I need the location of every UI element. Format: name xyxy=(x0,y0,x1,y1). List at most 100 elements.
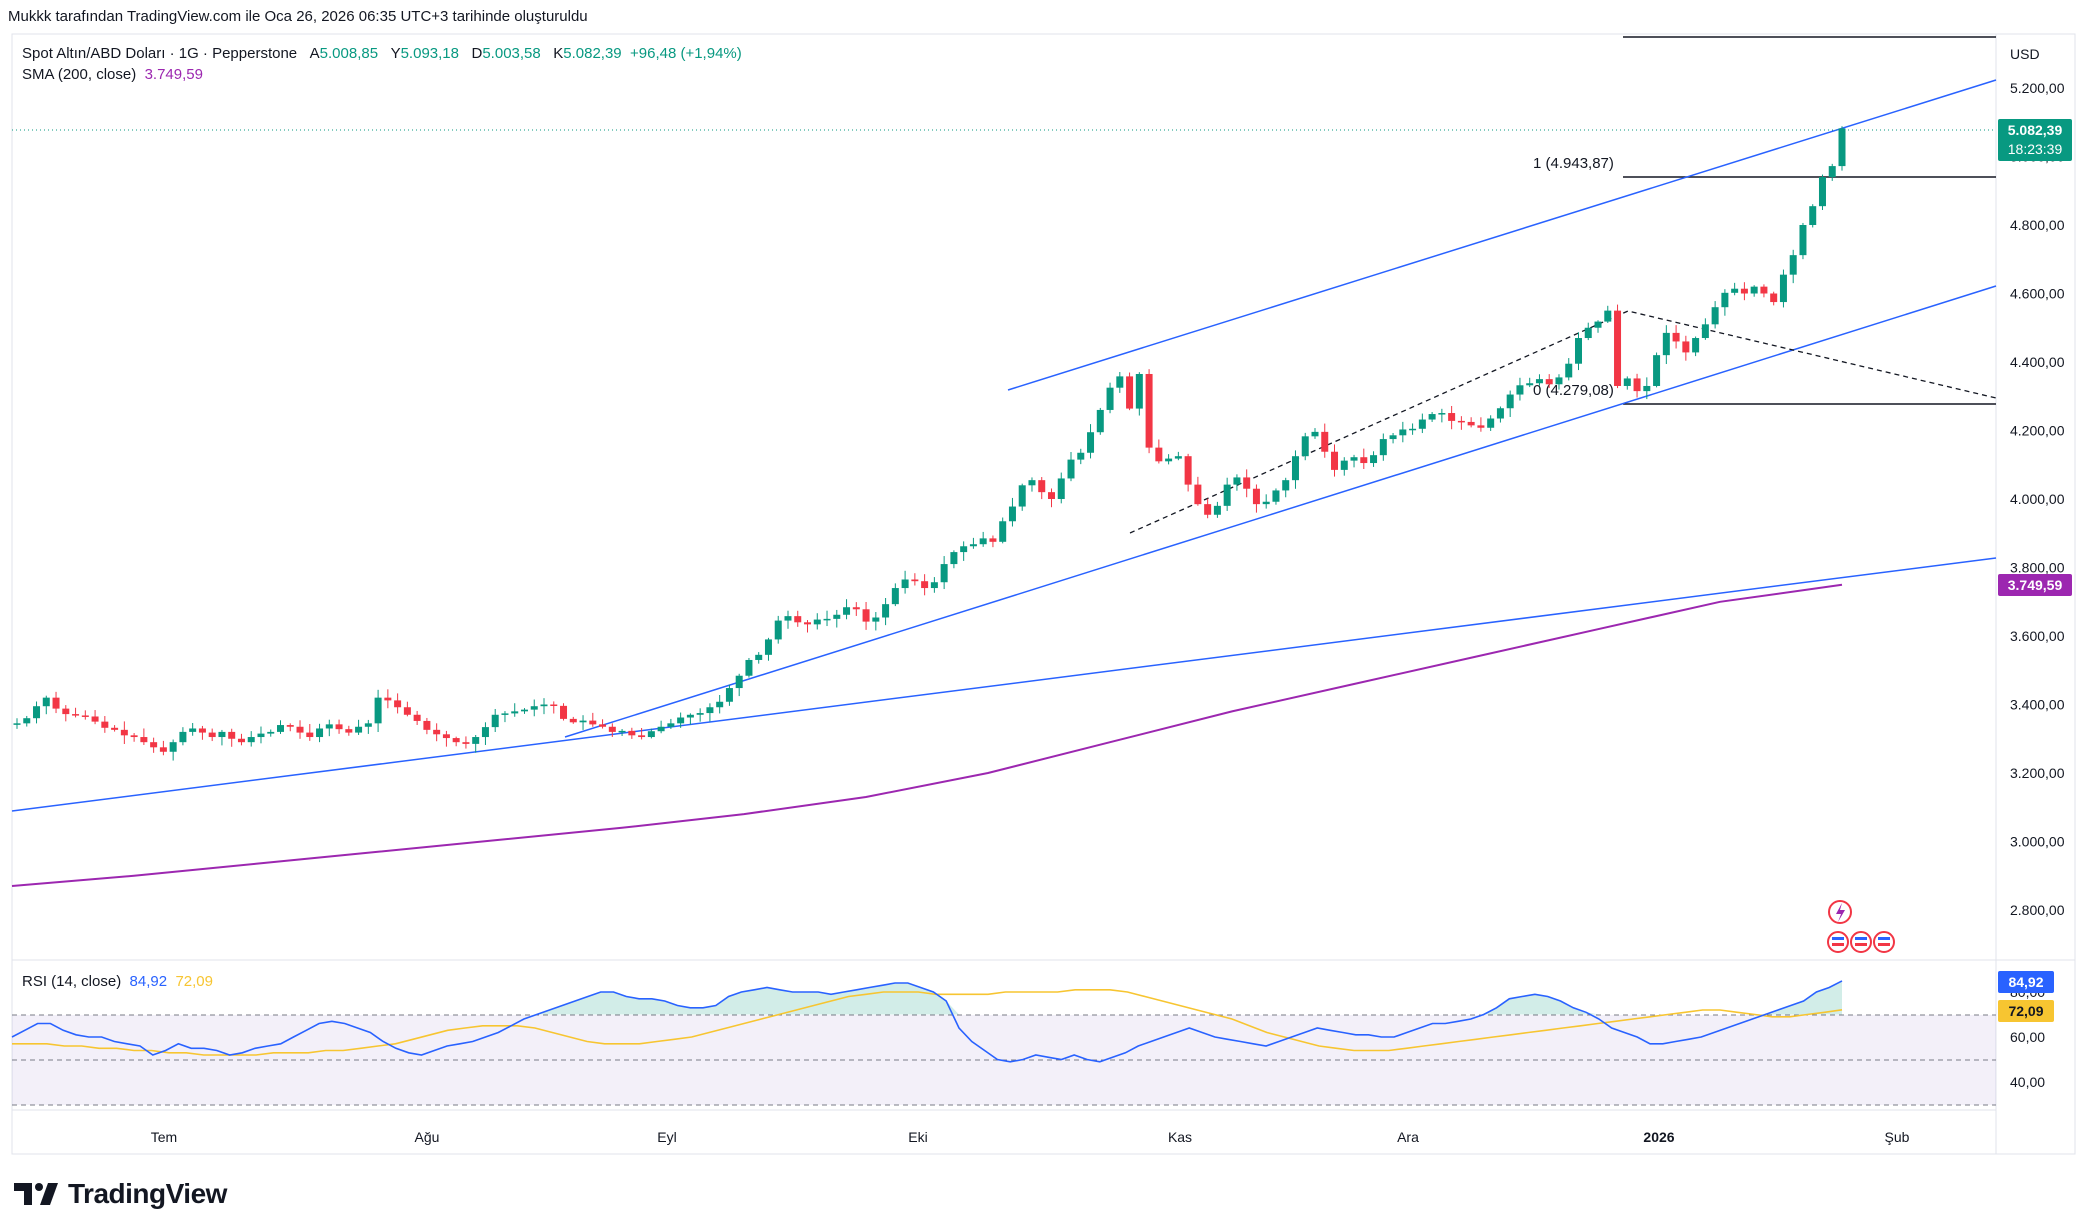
candle-up[interactable] xyxy=(1096,407,1104,435)
candle-up[interactable] xyxy=(960,541,968,561)
candle-up[interactable] xyxy=(1389,432,1397,444)
candle-up[interactable] xyxy=(579,715,587,730)
candle-up[interactable] xyxy=(1496,406,1504,423)
candle-up[interactable] xyxy=(267,729,275,737)
candle-up[interactable] xyxy=(1653,352,1661,388)
candle-down[interactable] xyxy=(394,693,402,714)
candle-up[interactable] xyxy=(316,723,324,743)
candle-down[interactable] xyxy=(403,701,411,717)
candle-down[interactable] xyxy=(150,737,158,753)
candle-up[interactable] xyxy=(1165,454,1173,465)
candle-up[interactable] xyxy=(364,719,372,734)
candle-down[interactable] xyxy=(384,689,392,709)
candle-up[interactable] xyxy=(1418,413,1426,434)
candle-up[interactable] xyxy=(696,708,704,722)
candle-up[interactable] xyxy=(764,637,772,661)
candle-up[interactable] xyxy=(813,613,821,630)
candle-down[interactable] xyxy=(560,703,568,721)
candle-up[interactable] xyxy=(833,609,841,628)
candle-up[interactable] xyxy=(218,729,226,746)
candle-up[interactable] xyxy=(1067,451,1075,482)
candle-up[interactable] xyxy=(1711,301,1719,329)
candle-up[interactable] xyxy=(277,720,285,734)
candle-down[interactable] xyxy=(228,728,236,747)
candle-up[interactable] xyxy=(1506,390,1514,417)
candle-down[interactable] xyxy=(335,719,343,734)
candle-up[interactable] xyxy=(1487,415,1495,431)
candle-down[interactable] xyxy=(1467,417,1475,428)
candle-down[interactable] xyxy=(62,705,70,722)
candle-up[interactable] xyxy=(1272,488,1280,505)
candle-up[interactable] xyxy=(969,537,977,549)
drawings-layer[interactable]: 1 (4.943,87) 0 (4.279,08) xyxy=(11,36,1997,812)
candle-up[interactable] xyxy=(1301,432,1309,461)
candle-up[interactable] xyxy=(1340,457,1348,476)
candle-down[interactable] xyxy=(1545,374,1553,388)
candle-down[interactable] xyxy=(208,728,216,742)
candle-up[interactable] xyxy=(1233,474,1241,491)
candle-down[interactable] xyxy=(1145,369,1153,454)
candle-down[interactable] xyxy=(1448,405,1456,430)
candle-up[interactable] xyxy=(784,610,792,629)
candle-down[interactable] xyxy=(1770,291,1778,306)
candle-down[interactable] xyxy=(286,723,294,732)
candle-down[interactable] xyxy=(1331,444,1339,477)
candle-down[interactable] xyxy=(1740,282,1748,301)
candle-down[interactable] xyxy=(638,727,646,740)
candle-up[interactable] xyxy=(511,703,519,717)
symbol-legend[interactable]: Spot Altın/ABD Doları · 1G · Pepperstone… xyxy=(22,45,742,62)
candle-up[interactable] xyxy=(13,718,21,729)
candle-up[interactable] xyxy=(1379,433,1387,461)
candle-up[interactable] xyxy=(706,703,714,722)
candle-up[interactable] xyxy=(677,712,685,728)
candle-down[interactable] xyxy=(911,573,919,586)
symbol-title[interactable]: Spot Altın/ABD Doları · 1G · Pepperstone xyxy=(22,45,298,62)
candle-up[interactable] xyxy=(1018,483,1026,511)
candle-up[interactable] xyxy=(1818,174,1826,211)
candle-down[interactable] xyxy=(442,730,450,747)
candle-up[interactable] xyxy=(686,713,694,725)
candle-down[interactable] xyxy=(1360,448,1368,469)
candle-up[interactable] xyxy=(979,531,987,547)
candle-up[interactable] xyxy=(618,729,626,736)
candle-down[interactable] xyxy=(599,719,607,729)
candle-up[interactable] xyxy=(882,597,890,626)
candle-up[interactable] xyxy=(1291,450,1299,489)
candle-down[interactable] xyxy=(862,601,870,630)
candle-up[interactable] xyxy=(999,517,1007,544)
candle-up[interactable] xyxy=(1565,358,1573,381)
candle-up[interactable] xyxy=(1008,497,1016,527)
candle-down[interactable] xyxy=(413,710,421,726)
candle-up[interactable] xyxy=(1077,448,1085,465)
candle-down[interactable] xyxy=(608,723,616,737)
sma-label[interactable]: SMA (200, close) xyxy=(22,66,137,83)
candle-up[interactable] xyxy=(1438,408,1446,423)
candle-up[interactable] xyxy=(1213,501,1221,518)
rsi-legend[interactable]: RSI (14, close) 84,92 72,09 xyxy=(22,973,213,990)
candle-up[interactable] xyxy=(1262,494,1270,509)
currency-label[interactable]: USD xyxy=(2010,46,2040,62)
candle-up[interactable] xyxy=(1135,372,1143,416)
candle-up[interactable] xyxy=(1623,376,1631,390)
candle-up[interactable] xyxy=(940,556,948,590)
candle-up[interactable] xyxy=(716,694,724,714)
candle-up[interactable] xyxy=(735,673,743,697)
candle-down[interactable] xyxy=(1194,476,1202,506)
candle-down[interactable] xyxy=(1126,372,1134,411)
candle-down[interactable] xyxy=(198,725,206,740)
candle-up[interactable] xyxy=(1028,477,1036,492)
candle-down[interactable] xyxy=(1252,484,1260,513)
candle-up[interactable] xyxy=(501,711,509,723)
candle-down[interactable] xyxy=(423,717,431,735)
candle-up[interactable] xyxy=(1311,428,1319,439)
candle-up[interactable] xyxy=(647,728,655,739)
candle-up[interactable] xyxy=(1223,477,1231,511)
candle-down[interactable] xyxy=(81,710,89,720)
candle-down[interactable] xyxy=(1204,498,1212,519)
candle-up[interactable] xyxy=(1057,472,1065,504)
candle-up[interactable] xyxy=(891,583,899,607)
candle-down[interactable] xyxy=(1614,304,1622,389)
candle-up[interactable] xyxy=(325,719,333,737)
candle-up[interactable] xyxy=(1838,126,1846,171)
candle-up[interactable] xyxy=(374,689,382,733)
